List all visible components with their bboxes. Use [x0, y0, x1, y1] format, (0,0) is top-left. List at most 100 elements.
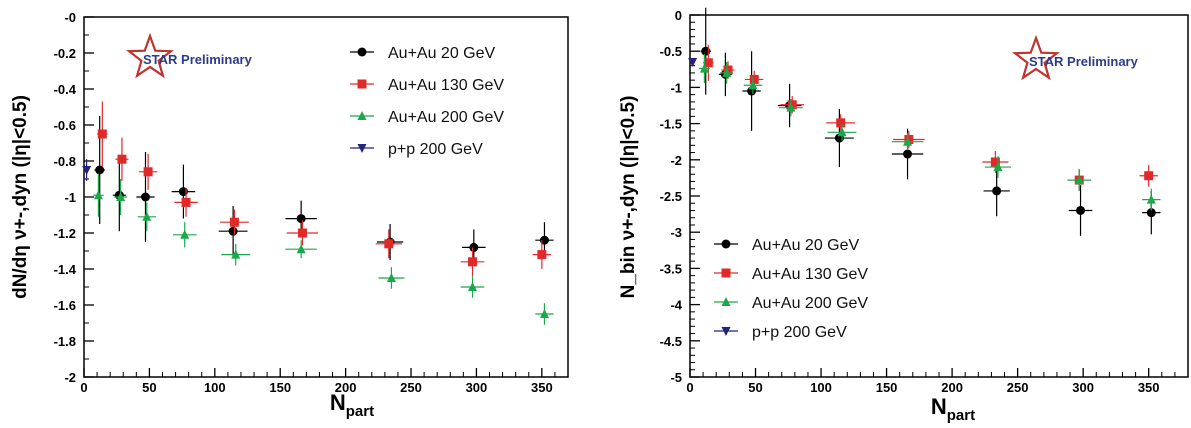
right-data-point-au-au-130-gev	[1144, 171, 1154, 181]
left-data-point-au-au-200-gev	[231, 249, 241, 259]
right-data-point-au-au-130-gev	[990, 157, 1000, 167]
left-legend-marker	[357, 111, 367, 120]
left-legend-item-p-p-200-gev: p+p 200 GeV	[350, 141, 483, 158]
right-chart-panel: 0 50 100 150 200 250 300 350 -5 -4.5 -4 -3.5 -3 -2.5 -…	[618, 7, 1189, 424]
left-y-tick-label: -2	[64, 370, 76, 385]
left-y-tick-label: -0.8	[54, 154, 76, 169]
right-y-tick-label: -3.5	[660, 261, 682, 276]
left-data-point-au-au-130-gev	[143, 167, 153, 177]
left-y-tick-label: -0	[64, 10, 76, 25]
right-data-point-au-au-200-gev	[699, 63, 709, 73]
right-legend-item-au-au-200-gev: Au+Au 200 GeV	[714, 295, 868, 312]
left-legend-label: Au+Au 20 GeV	[388, 45, 496, 62]
right-data-point-au-au-200-gev	[903, 136, 913, 146]
left-legend-item-au-au-20-gev: Au+Au 20 GeV	[350, 45, 496, 62]
left-chart-panel: 0 50 100 150 200 250 300 350 -2 -1.8 -1.6 -1.4 -1.2 -…	[10, 10, 569, 420]
left-legend-marker	[357, 144, 367, 153]
right-data-point-au-au-200-gev	[1074, 175, 1084, 185]
right-x-tick-label: 50	[748, 380, 762, 395]
right-legend-marker	[721, 239, 731, 249]
left-data-point-au-au-200-gev	[386, 273, 396, 282]
left-y-axis-title: dN/dη ν+-,dyn (|η|<0.5)	[10, 95, 31, 299]
left-legend-item-au-au-130-gev: Au+Au 130 GeV	[350, 77, 504, 94]
right-y-tick-label: -4	[670, 298, 682, 313]
right-data-point-au-au-130-gev	[787, 100, 797, 110]
right-legend-item-au-au-20-gev: Au+Au 20 GeV	[714, 237, 860, 254]
right-legend-label: Au+Au 20 GeV	[752, 237, 860, 254]
left-legend-marker	[357, 47, 367, 57]
left-data-point-au-au-130-gev	[468, 257, 478, 267]
left-x-tick-label: 300	[466, 380, 488, 395]
right-legend-marker	[721, 268, 731, 278]
right-data-point-au-au-130-gev	[703, 58, 713, 68]
right-legend-marker	[721, 327, 731, 336]
left-y-tick-label: -0.6	[54, 118, 76, 133]
right-x-tick-label: 0	[686, 380, 693, 395]
right-y-tick-label: -0.5	[660, 44, 682, 59]
left-star-preliminary-label: STAR Preliminary	[143, 52, 253, 67]
left-star-logo: STAR Preliminary	[126, 32, 253, 79]
right-data-point-au-au-130-gev	[723, 65, 733, 75]
left-data-point-au-au-200-gev	[296, 244, 306, 254]
right-y-tick-label: -5	[670, 370, 682, 385]
right-data-point-au-au-200-gev	[786, 102, 796, 112]
right-y-tick-label: -2	[670, 153, 682, 168]
left-y-tick-label: -1.4	[54, 262, 77, 277]
right-series-au-au-200-gev	[699, 54, 1161, 211]
right-series-p-p-200-gev	[688, 58, 698, 68]
left-data-point-au-au-130-gev	[297, 228, 307, 238]
left-legend: Au+Au 20 GeV Au+Au 130 GeV Au+Au 200 GeV p+…	[350, 45, 504, 158]
right-star-icon	[1012, 34, 1060, 81]
left-data-point-au-au-200-gev	[468, 282, 478, 291]
left-y-tick-label: -1.8	[54, 334, 76, 349]
left-data-point-au-au-130-gev	[229, 217, 239, 227]
left-legend-marker	[357, 79, 367, 89]
right-data-point-au-au-20-gev	[992, 186, 1002, 196]
left-legend-label: Au+Au 200 GeV	[388, 109, 504, 126]
left-data-point-au-au-20-gev	[140, 192, 150, 202]
right-data-point-au-au-200-gev	[722, 67, 732, 77]
left-series-au-au-130-gev	[97, 101, 551, 277]
left-data-point-au-au-130-gev	[97, 129, 107, 139]
left-data-point-au-au-130-gev	[117, 154, 127, 164]
right-data-point-au-au-130-gev	[836, 118, 846, 128]
right-star-preliminary-label: STAR Preliminary	[1029, 54, 1139, 69]
left-y-tick-label: -0.2	[54, 46, 76, 61]
left-x-tick-label: 200	[335, 380, 357, 395]
left-x-tick-label: 250	[400, 380, 422, 395]
left-data-point-au-au-20-gev	[296, 214, 306, 224]
left-data-point-au-au-200-gev	[539, 309, 549, 318]
left-y-tick-label: -1.2	[54, 226, 76, 241]
right-x-tick-label: 250	[1007, 380, 1029, 395]
right-y-tick-label: -1	[670, 80, 682, 95]
left-x-tick-label: 50	[142, 380, 156, 395]
left-x-tick-label: 350	[531, 380, 553, 395]
left-data-point-au-au-200-gev	[180, 229, 190, 239]
left-series-au-au-200-gev	[93, 173, 554, 325]
right-x-tick-label: 350	[1138, 380, 1160, 395]
right-data-point-au-au-130-gev	[749, 74, 759, 84]
left-legend-item-au-au-200-gev: Au+Au 200 GeV	[350, 109, 504, 126]
right-y-tick-label: -1.5	[660, 117, 682, 132]
right-x-tick-label: 150	[876, 380, 898, 395]
right-x-tick-label: 200	[941, 380, 963, 395]
right-legend-item-p-p-200-gev: p+p 200 GeV	[714, 324, 847, 341]
right-legend-item-au-au-130-gev: Au+Au 130 GeV	[714, 266, 868, 283]
left-data-point-au-au-20-gev	[95, 165, 105, 175]
left-legend-label: p+p 200 GeV	[388, 141, 483, 158]
right-star-logo: STAR Preliminary	[1012, 34, 1139, 81]
left-series-au-au-20-gev	[94, 116, 554, 266]
left-data-point-au-au-200-gev	[142, 211, 152, 221]
right-legend-label: p+p 200 GeV	[752, 324, 847, 341]
right-legend-label: Au+Au 200 GeV	[752, 295, 868, 312]
right-y-tick-label: 0	[675, 8, 682, 23]
right-legend: Au+Au 20 GeV Au+Au 130 GeV Au+Au 200 GeV p+…	[714, 237, 868, 341]
right-data-point-au-au-200-gev	[1146, 194, 1156, 204]
right-series-au-au-20-gev	[700, 7, 1161, 236]
right-x-tick-label: 100	[810, 380, 832, 395]
left-data-point-au-au-130-gev	[181, 197, 191, 207]
right-y-tick-label: -3	[670, 225, 682, 240]
left-data-point-au-au-20-gev	[469, 242, 479, 252]
right-plot-frame	[689, 14, 1189, 378]
